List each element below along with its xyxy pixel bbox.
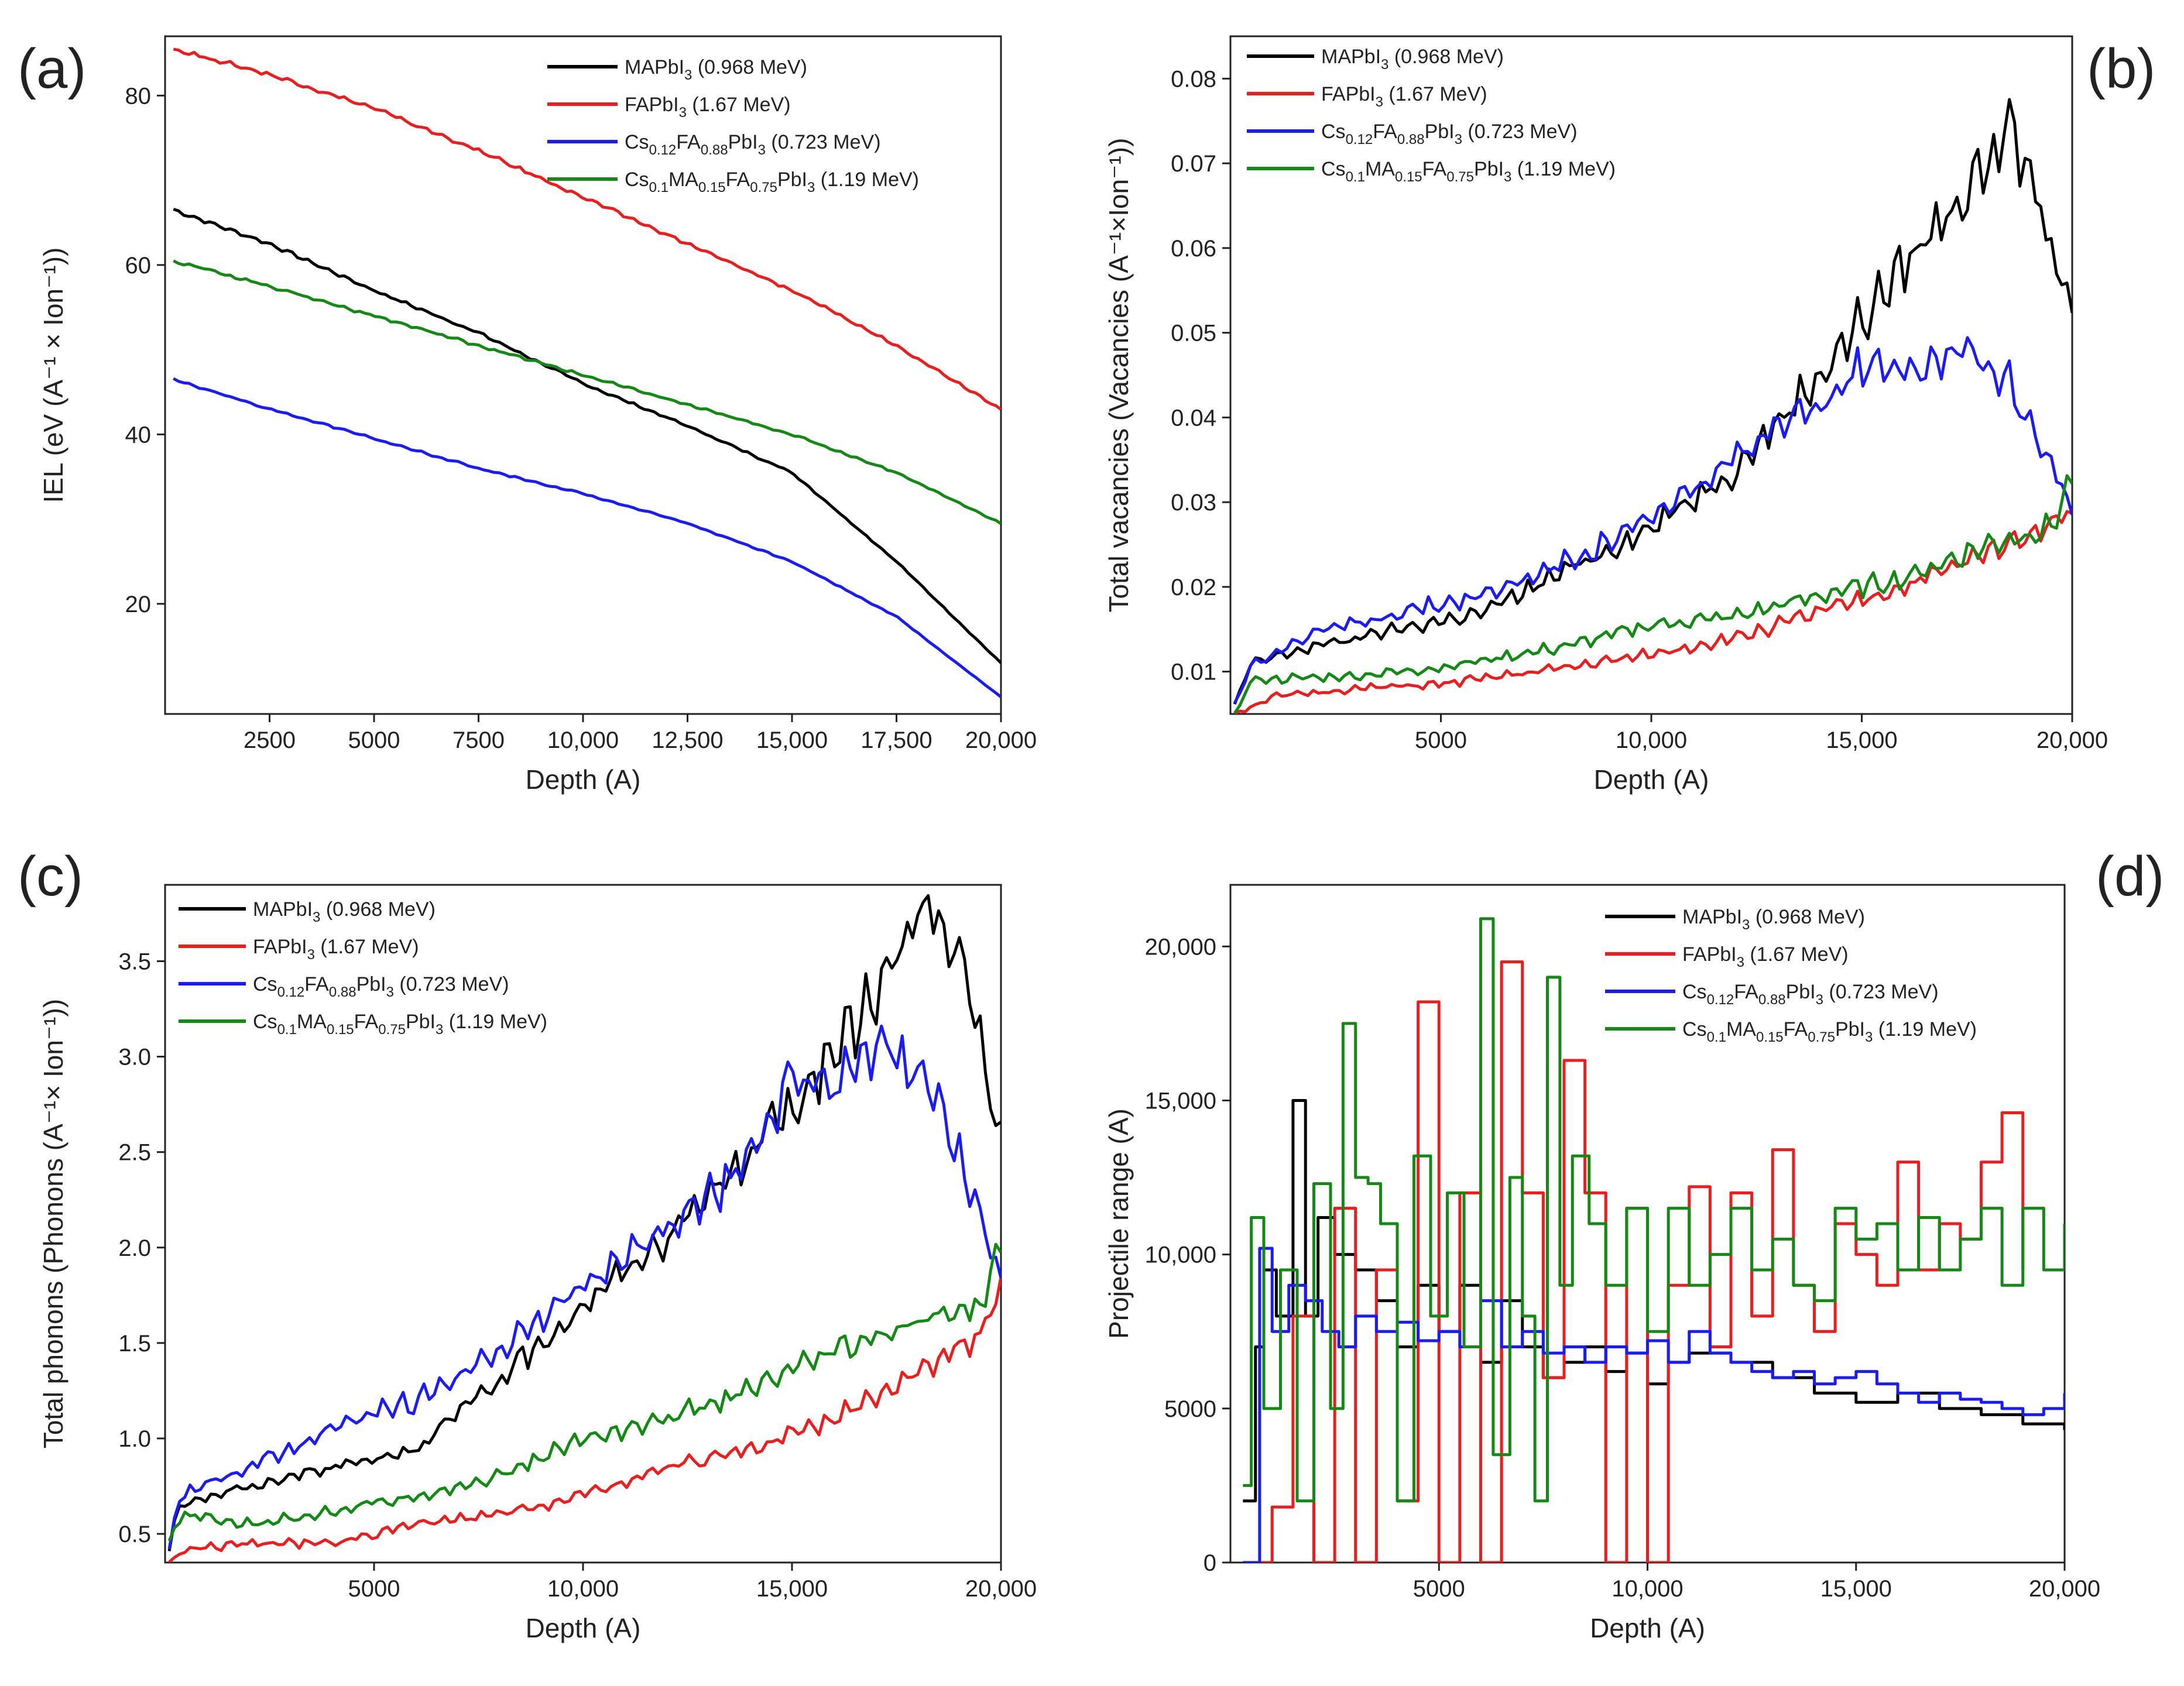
x-tick-label: 12,500 bbox=[652, 727, 723, 753]
series-line-cs01 bbox=[167, 1242, 1001, 1542]
x-tick-label: 5000 bbox=[348, 727, 400, 753]
series-line-mapbi3 bbox=[167, 894, 1001, 1551]
legend-label-cs012: Cs0.12FA0.88PbI3 (0.723 MeV) bbox=[253, 973, 509, 1000]
x-tick-label: 10,000 bbox=[547, 727, 619, 753]
y-tick-label: 20,000 bbox=[1145, 934, 1216, 960]
series-line-mapbi3 bbox=[173, 208, 1001, 664]
panel-label: (b) bbox=[2087, 37, 2155, 100]
x-axis-title: Depth (A) bbox=[526, 764, 641, 795]
legend-label-fapbi3: FAPbI3 (1.67 MeV) bbox=[625, 94, 791, 121]
y-tick-label: 60 bbox=[125, 253, 152, 279]
panel-b: 5000 10,000 15,000 20,000 0.01 0.02 0.03 0.04 0.… bbox=[1103, 35, 2155, 795]
x-tick-label: 15,000 bbox=[1826, 727, 1897, 753]
y-tick-label: 3.5 bbox=[118, 949, 151, 974]
series-line-fapbi3 bbox=[173, 47, 1001, 411]
y-axis-title: Projectile range (A) bbox=[1103, 1108, 1134, 1339]
x-axis-title: Depth (A) bbox=[526, 1613, 641, 1643]
x-tick-label: 5000 bbox=[1413, 1576, 1465, 1602]
legend: MAPbI3 (0.968 MeV) FAPbI3 (1.67 MeV) Cs0.1… bbox=[1247, 46, 1616, 185]
x-tick-label: 2500 bbox=[244, 727, 296, 753]
x-tick-label: 17,500 bbox=[860, 727, 932, 753]
panel-c: 5000 10,000 15,000 20,000 0.5 1.0 1.5 2.0 2.5 3.0… bbox=[18, 845, 1037, 1643]
y-tick-label: 0.01 bbox=[1171, 660, 1216, 685]
y-tick-label: 1.5 bbox=[118, 1331, 151, 1357]
legend: MAPbI3 (0.968 MeV) FAPbI3 (1.67 MeV) Cs0.1… bbox=[547, 56, 919, 195]
x-tick-label: 20,000 bbox=[965, 1576, 1037, 1602]
y-tick-label: 0.06 bbox=[1171, 236, 1216, 262]
legend-label-fapbi3: FAPbI3 (1.67 MeV) bbox=[253, 936, 419, 963]
y-tick-label: 0.05 bbox=[1171, 321, 1216, 346]
x-tick-label: 20,000 bbox=[965, 727, 1037, 753]
series-line-cs012 bbox=[1233, 336, 2072, 704]
x-tick-label: 20,000 bbox=[2036, 727, 2108, 753]
legend-label-cs012: Cs0.12FA0.88PbI3 (0.723 MeV) bbox=[625, 131, 881, 158]
legend-label-mapbi3: MAPbI3 (0.968 MeV) bbox=[1682, 906, 1865, 933]
x-tick-label: 10,000 bbox=[1612, 1576, 1683, 1602]
panel-a: 2500 5000 7500 10,000 12,500 15,000 17,500 20,0… bbox=[18, 35, 1037, 795]
legend-label-cs012: Cs0.12FA0.88PbI3 (0.723 MeV) bbox=[1321, 121, 1578, 147]
x-tick-label: 20,000 bbox=[2029, 1576, 2100, 1602]
legend-label-cs01: Cs0.1MA0.15FA0.75PbI3 (1.19 MeV) bbox=[1682, 1018, 1977, 1045]
legend-label-mapbi3: MAPbI3 (0.968 MeV) bbox=[625, 56, 807, 83]
legend-label-fapbi3: FAPbI3 (1.67 MeV) bbox=[1321, 83, 1487, 110]
y-tick-label: 80 bbox=[125, 83, 152, 109]
legend: MAPbI3 (0.968 MeV) FAPbI3 (1.67 MeV) Cs0.1… bbox=[179, 898, 547, 1038]
y-tick-label: 0 bbox=[1204, 1550, 1216, 1576]
x-axis-title: Depth (A) bbox=[1590, 1613, 1705, 1643]
panel-d: 5000 10,000 15,000 20,000 0 5000 10,000 15,000 2… bbox=[1103, 845, 2164, 1643]
y-tick-label: 40 bbox=[125, 422, 152, 448]
x-tick-label: 5000 bbox=[348, 1576, 400, 1602]
y-tick-label: 0.03 bbox=[1171, 490, 1216, 516]
y-tick-label: 0.07 bbox=[1171, 151, 1216, 177]
x-tick-label: 15,000 bbox=[756, 1576, 828, 1602]
legend-label-cs01: Cs0.1MA0.15FA0.75PbI3 (1.19 MeV) bbox=[625, 169, 919, 195]
legend-label-cs01: Cs0.1MA0.15FA0.75PbI3 (1.19 MeV) bbox=[253, 1011, 547, 1038]
x-tick-label: 5000 bbox=[1415, 727, 1467, 753]
y-axis-title: IEL (eV (A⁻¹ × Ion⁻¹)) bbox=[38, 248, 68, 503]
y-tick-label: 15,000 bbox=[1145, 1088, 1216, 1114]
legend-label-mapbi3: MAPbI3 (0.968 MeV) bbox=[253, 898, 436, 925]
y-tick-label: 10,000 bbox=[1145, 1242, 1216, 1268]
x-tick-label: 7500 bbox=[452, 727, 505, 753]
series-line-fapbi3 bbox=[1234, 510, 2072, 714]
y-tick-label: 0.04 bbox=[1171, 405, 1216, 431]
series-line-cs01 bbox=[173, 259, 1001, 526]
series-line-cs01 bbox=[1243, 917, 2065, 1503]
y-tick-label: 5000 bbox=[1164, 1396, 1216, 1422]
legend: MAPbI3 (0.968 MeV) FAPbI3 (1.67 MeV) Cs0.1… bbox=[1605, 906, 1977, 1045]
legend-label-cs012: Cs0.12FA0.88PbI3 (0.723 MeV) bbox=[1682, 981, 1939, 1008]
y-tick-label: 2.0 bbox=[118, 1235, 151, 1261]
legend-label-mapbi3: MAPbI3 (0.968 MeV) bbox=[1321, 46, 1504, 73]
x-tick-label: 10,000 bbox=[547, 1576, 619, 1602]
panel-label: (a) bbox=[18, 37, 86, 100]
panel-label: (c) bbox=[18, 845, 83, 908]
y-tick-label: 0.08 bbox=[1171, 66, 1216, 92]
x-tick-label: 10,000 bbox=[1616, 727, 1687, 753]
panel-label: (d) bbox=[2096, 845, 2164, 908]
series-line-cs012 bbox=[1243, 1247, 2065, 1563]
x-tick-label: 15,000 bbox=[1820, 1576, 1892, 1602]
series-line-cs01 bbox=[1233, 474, 2072, 714]
y-tick-label: 0.5 bbox=[118, 1522, 151, 1547]
y-axis-title: Total phonons (Phonons (A⁻¹× Ion⁻¹)) bbox=[38, 999, 68, 1448]
y-tick-label: 1.0 bbox=[118, 1426, 151, 1452]
series-line-fapbi3 bbox=[168, 1276, 1001, 1563]
legend-label-cs01: Cs0.1MA0.15FA0.75PbI3 (1.19 MeV) bbox=[1321, 158, 1616, 185]
y-tick-label: 0.02 bbox=[1171, 575, 1216, 600]
series-line-fapbi3 bbox=[1251, 960, 2025, 1563]
x-axis-title: Depth (A) bbox=[1594, 764, 1709, 795]
y-tick-label: 20 bbox=[125, 592, 152, 617]
series-line-cs012 bbox=[167, 1024, 1001, 1550]
x-tick-label: 15,000 bbox=[756, 727, 828, 753]
series-line-mapbi3 bbox=[1243, 1098, 2065, 1503]
y-axis-title: Total vacancies (Vacancies (A⁻¹×Ion⁻¹)) bbox=[1103, 138, 1134, 613]
legend-label-fapbi3: FAPbI3 (1.67 MeV) bbox=[1682, 943, 1849, 970]
series-line-mapbi3 bbox=[1233, 98, 2072, 705]
y-tick-label: 2.5 bbox=[118, 1140, 151, 1166]
series-line-cs012 bbox=[173, 377, 1001, 698]
y-tick-label: 3.0 bbox=[118, 1045, 151, 1070]
